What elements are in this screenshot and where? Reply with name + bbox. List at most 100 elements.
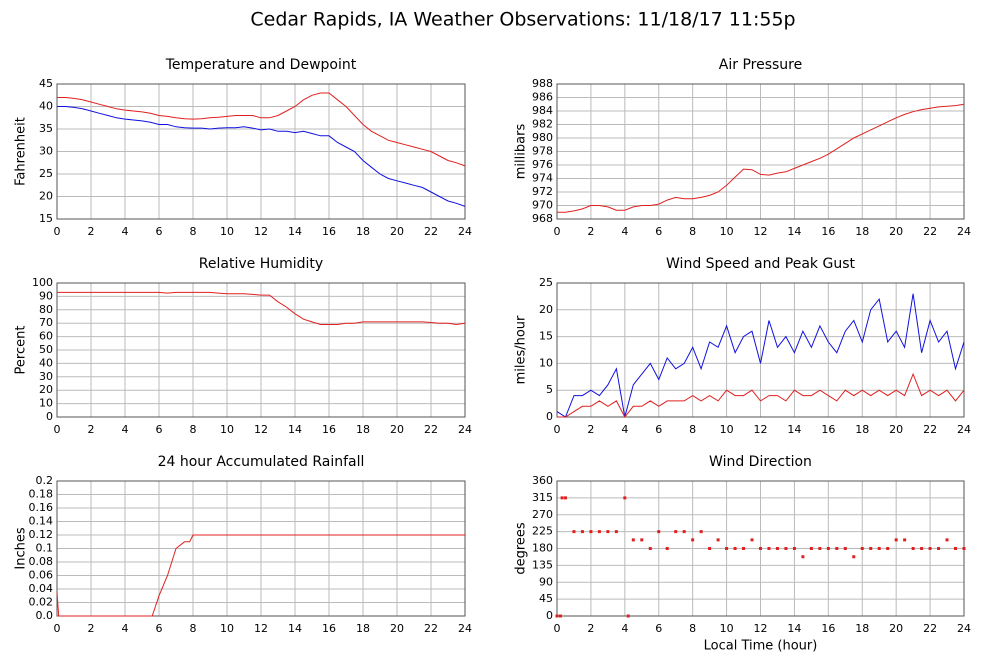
y-tick-label: 0.06 <box>29 569 54 582</box>
data-point <box>708 547 712 550</box>
x-tick-label: 4 <box>621 423 628 436</box>
y-tick-label: 180 <box>532 542 553 555</box>
data-point <box>945 538 949 542</box>
x-tick-label: 20 <box>889 225 903 238</box>
data-point <box>682 530 686 534</box>
y-tick-label: 100 <box>32 276 53 289</box>
data-point <box>614 530 618 534</box>
data-point <box>699 530 703 534</box>
data-point <box>597 530 601 534</box>
y-tick-label: 225 <box>532 525 553 538</box>
x-tick-label: 8 <box>689 225 696 238</box>
data-point <box>640 538 644 542</box>
data-line <box>557 372 965 418</box>
chart-title: Temperature and Dewpoint <box>165 57 357 73</box>
data-point <box>852 555 856 559</box>
y-axis-label: Inches <box>14 527 29 569</box>
x-tick-label: 10 <box>220 423 234 436</box>
x-tick-label: 18 <box>855 622 869 635</box>
x-tick-label: 14 <box>288 423 302 436</box>
x-tick-label: 0 <box>54 622 61 635</box>
data-point <box>742 547 746 550</box>
data-point <box>580 530 584 534</box>
x-tick-label: 10 <box>720 423 734 436</box>
x-tick-label: 20 <box>390 423 404 436</box>
y-tick-label: 25 <box>39 167 53 180</box>
x-tick-label: 16 <box>322 423 336 436</box>
data-line <box>57 106 466 207</box>
y-tick-label: 135 <box>532 558 553 571</box>
data-point <box>657 530 661 534</box>
y-tick-label: 0.14 <box>29 515 54 528</box>
data-point <box>962 547 966 550</box>
x-tick-label: 22 <box>923 622 937 635</box>
x-tick-label: 24 <box>458 225 472 238</box>
y-axis-label: Percent <box>14 326 29 375</box>
data-point <box>843 547 847 550</box>
data-point <box>623 496 627 500</box>
y-tick-label: 20 <box>39 190 53 203</box>
x-tick-label: 16 <box>821 225 835 238</box>
x-tick-label: 18 <box>855 225 869 238</box>
y-tick-label: 30 <box>39 370 53 383</box>
x-tick-label: 0 <box>554 423 561 436</box>
data-point <box>691 538 695 542</box>
y-tick-label: 80 <box>39 303 53 316</box>
x-tick-label: 2 <box>587 423 594 436</box>
data-point <box>563 496 567 500</box>
y-tick-label: 0.1 <box>36 542 54 555</box>
x-tick-label: 14 <box>288 225 302 238</box>
chart-title: Air Pressure <box>719 57 802 73</box>
y-tick-label: 90 <box>539 575 553 588</box>
x-tick-label: 20 <box>390 225 404 238</box>
data-point <box>716 538 720 542</box>
data-point <box>911 547 915 550</box>
x-tick-label: 8 <box>190 622 197 635</box>
data-point <box>903 538 907 542</box>
y-tick-label: 968 <box>532 212 553 225</box>
y-tick-label: 50 <box>39 343 53 356</box>
y-axis-label: millibars <box>514 124 529 180</box>
y-tick-label: 20 <box>39 383 53 396</box>
data-point <box>894 538 898 542</box>
x-tick-label: 16 <box>322 622 336 635</box>
x-tick-label: 16 <box>821 622 835 635</box>
plot-frame <box>56 480 466 617</box>
x-tick-label: 12 <box>254 225 268 238</box>
x-tick-label: 20 <box>889 622 903 635</box>
data-point <box>784 547 788 550</box>
x-tick-label: 20 <box>390 622 404 635</box>
data-point <box>626 614 630 618</box>
y-tick-label: 20 <box>539 303 553 316</box>
x-tick-label: 2 <box>88 622 95 635</box>
plot-frame <box>56 282 466 418</box>
x-tick-label: 16 <box>821 423 835 436</box>
data-point <box>954 547 958 550</box>
x-tick-label: 14 <box>787 622 801 635</box>
y-tick-label: 0 <box>546 609 553 622</box>
y-tick-label: 70 <box>39 316 53 329</box>
x-tick-label: 0 <box>54 423 61 436</box>
x-tick-label: 14 <box>787 225 801 238</box>
data-line <box>557 103 965 213</box>
x-tick-label: 14 <box>787 423 801 436</box>
x-tick-label: 6 <box>655 423 662 436</box>
y-tick-label: 0.18 <box>29 488 54 501</box>
x-tick-label: 20 <box>889 423 903 436</box>
page-title: Cedar Rapids, IA Weather Observations: 1… <box>250 9 795 31</box>
y-axis-label: degrees <box>514 522 529 575</box>
y-tick-label: 0.16 <box>29 501 54 514</box>
data-point <box>725 547 729 550</box>
x-tick-label: 4 <box>621 622 628 635</box>
data-line <box>57 291 466 326</box>
y-tick-label: 972 <box>532 185 553 198</box>
x-tick-label: 18 <box>356 225 370 238</box>
chart-title: Relative Humidity <box>199 256 323 272</box>
y-tick-label: 60 <box>39 330 53 343</box>
x-tick-label: 22 <box>424 423 438 436</box>
y-tick-label: 35 <box>39 122 53 135</box>
data-point <box>920 547 924 550</box>
y-tick-label: 15 <box>39 212 53 225</box>
plot-frame <box>556 83 965 220</box>
